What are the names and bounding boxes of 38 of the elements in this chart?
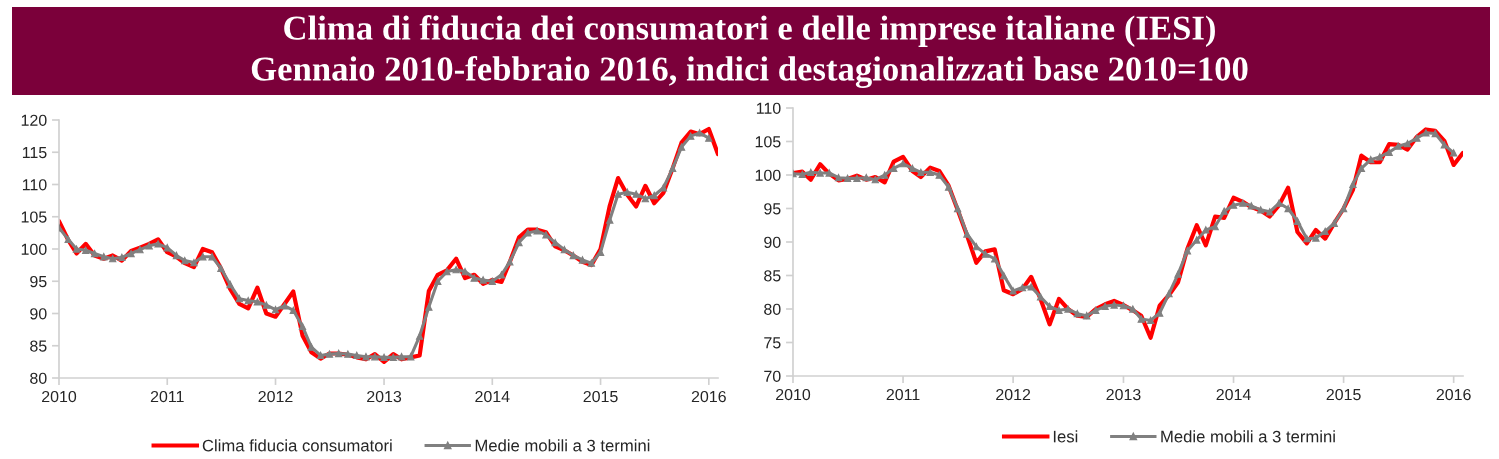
y-tick-label: 85 bbox=[764, 270, 781, 282]
x-tick-label: 2013 bbox=[1106, 388, 1141, 401]
x-tick-label: 2014 bbox=[1216, 388, 1251, 401]
x-tick-label: 2011 bbox=[886, 388, 920, 401]
y-tick-label: 100 bbox=[21, 243, 47, 255]
y-tick-label: 95 bbox=[30, 275, 47, 288]
y-tick-label: 120 bbox=[21, 114, 47, 126]
legend-label: Clima fiducia consumatori bbox=[202, 439, 392, 452]
y-tick-label: 105 bbox=[21, 211, 47, 223]
y-tick-label: 90 bbox=[764, 236, 781, 248]
y-tick-label: 80 bbox=[30, 372, 47, 384]
y-tick-label: 115 bbox=[22, 147, 47, 159]
x-tick-label: 2010 bbox=[776, 388, 811, 401]
x-tick-label: 2012 bbox=[996, 388, 1031, 401]
y-tick-label: 110 bbox=[22, 179, 47, 191]
legend-label: Medie mobili a 3 termini bbox=[1161, 430, 1335, 443]
y-tick-label: 70 bbox=[764, 370, 781, 382]
x-tick-label: 2016 bbox=[1436, 388, 1471, 401]
x-tick-label: 2010 bbox=[42, 390, 77, 403]
y-tick-label: 90 bbox=[30, 308, 47, 320]
x-tick-label: 2014 bbox=[475, 390, 510, 403]
legend-label: Medie mobili a 3 termini bbox=[475, 439, 650, 452]
chart-title: Clima di fiducia dei consumatori e delle imprese italiane (IESI) bbox=[284, 15, 1215, 47]
y-tick-label: 75 bbox=[764, 337, 781, 349]
y-tick-label: 95 bbox=[764, 203, 781, 215]
y-tick-label: 105 bbox=[755, 136, 781, 148]
x-tick-label: 2011 bbox=[150, 390, 184, 403]
y-tick-label: 110 bbox=[756, 102, 781, 114]
x-tick-label: 2016 bbox=[691, 390, 726, 403]
chart-subtitle: Gennaio 2010-febbraio 2016, indici destagionalizzati base 2010=100 bbox=[251, 55, 1248, 89]
x-tick-label: 2015 bbox=[583, 390, 618, 403]
x-tick-label: 2012 bbox=[258, 390, 293, 403]
y-tick-label: 100 bbox=[755, 169, 781, 181]
x-tick-label: 2013 bbox=[367, 390, 402, 403]
legend-label: Iesi bbox=[1053, 430, 1078, 443]
y-tick-label: 85 bbox=[30, 340, 47, 352]
x-tick-label: 2015 bbox=[1326, 388, 1361, 401]
y-tick-label: 80 bbox=[764, 303, 781, 315]
